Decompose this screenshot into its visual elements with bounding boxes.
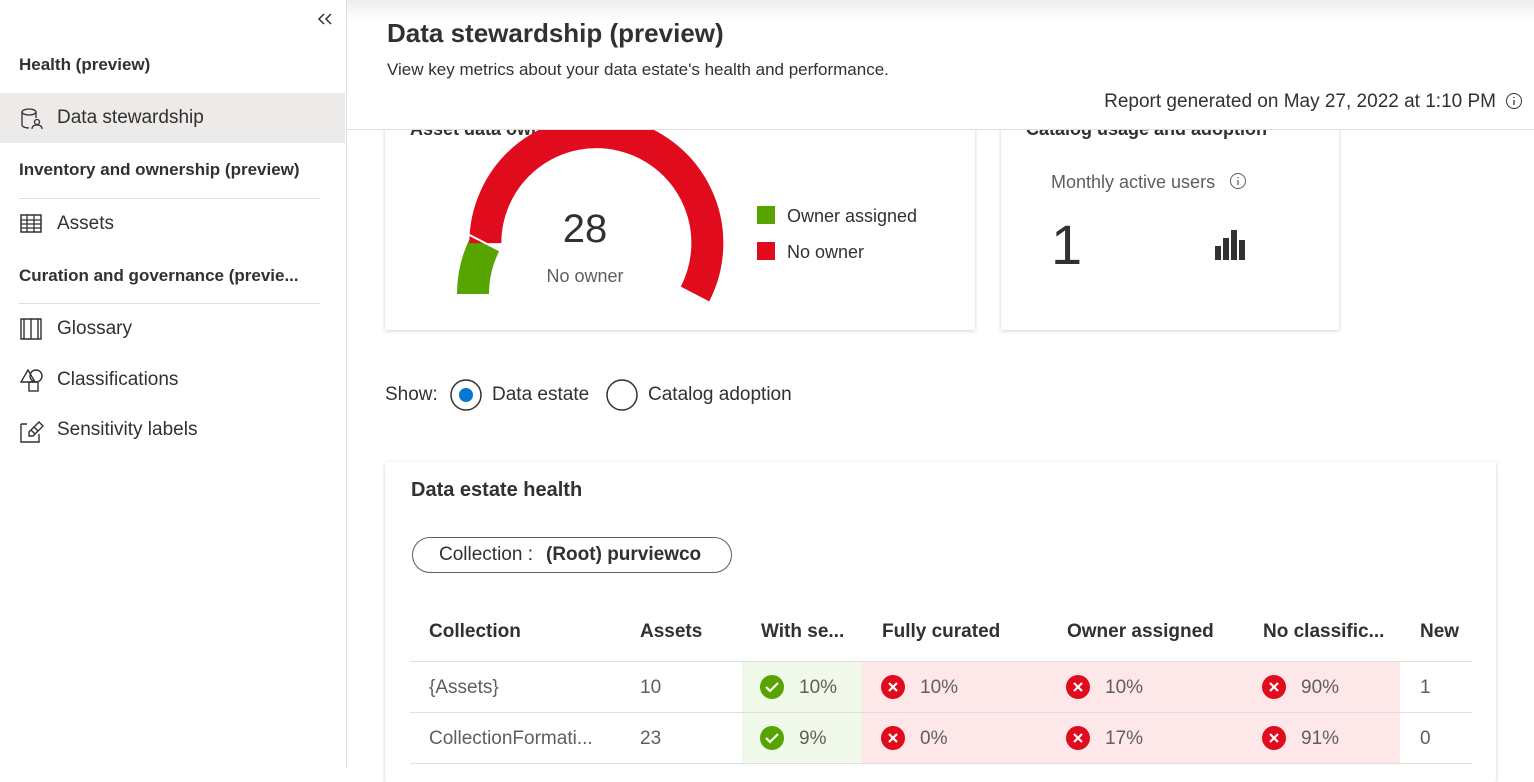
icon-glyph — [765, 682, 779, 693]
info-icon[interactable] — [1505, 92, 1523, 110]
error-icon — [1066, 675, 1090, 699]
error-icon — [1066, 726, 1090, 750]
error-icon — [1262, 675, 1286, 699]
nav-item[interactable]: Classifications — [57, 369, 179, 390]
icon-glyph — [1269, 733, 1279, 743]
chart-icon[interactable] — [1213, 228, 1253, 262]
info-icon[interactable] — [1229, 172, 1247, 190]
radio[interactable] — [606, 379, 640, 413]
filter-key: Collection : — [439, 544, 533, 565]
header: Data stewardship (preview) View key metr… — [347, 0, 1534, 130]
nav-item[interactable]: Sensitivity labels — [57, 419, 198, 440]
page-title: Data stewardship (preview) — [387, 18, 724, 48]
usage-card: Catalog usage and adoption Monthly activ… — [1001, 100, 1339, 330]
cell: 0 — [1420, 728, 1431, 749]
column-header: Owner assigned — [1067, 621, 1214, 642]
legend-swatch — [757, 206, 775, 224]
column-header: Fully curated — [882, 621, 1001, 642]
cell: 17% — [1105, 728, 1144, 749]
column-header: New — [1420, 621, 1460, 642]
item-icon — [21, 108, 43, 130]
gauge-value: 28 — [563, 207, 608, 251]
row-divider — [410, 763, 1472, 764]
filter-value: (Root) purviewco — [546, 544, 702, 565]
icon-glyph — [1073, 733, 1083, 743]
ownership-card: Asset data ownership 28 No owner Owner a… — [385, 100, 975, 330]
error-icon — [881, 726, 905, 750]
nav-item[interactable]: Glossary — [57, 318, 132, 339]
cell: 1 — [1420, 677, 1431, 698]
cell: 9% — [799, 728, 827, 749]
error-icon — [1262, 726, 1286, 750]
check-icon — [760, 675, 784, 699]
row-divider — [410, 661, 1472, 662]
check-icon — [760, 726, 784, 750]
radio-label[interactable]: Data estate — [492, 384, 590, 405]
metric-value: 1 — [1051, 213, 1083, 276]
error-icon — [881, 675, 905, 699]
sidebar: Health (preview) Data stewardship Invent… — [0, 0, 347, 768]
radio-selected[interactable] — [450, 379, 484, 413]
cell: 90% — [1301, 677, 1340, 698]
cell: 10% — [799, 677, 838, 698]
selected-bg — [0, 93, 345, 143]
legend-label: Owner assigned — [787, 206, 917, 226]
column-header: With se... — [761, 621, 845, 642]
item-icon — [20, 421, 44, 443]
radio-label[interactable]: Catalog adoption — [648, 384, 792, 405]
collapse-icon[interactable] — [315, 10, 335, 28]
segment-gap — [469, 234, 502, 253]
separator — [19, 198, 320, 199]
legend-label: No owner — [787, 242, 864, 262]
item-icon — [20, 214, 42, 233]
cell: 0% — [920, 728, 948, 749]
separator — [19, 303, 320, 304]
icon-glyph — [888, 682, 898, 692]
icon-circle — [760, 726, 784, 750]
gauge-segment — [457, 235, 500, 295]
icon-circle — [760, 675, 784, 699]
nav-item[interactable]: Data stewardship — [57, 107, 204, 128]
item-icon — [19, 368, 43, 392]
section-title: Curation and governance (previe... — [19, 266, 299, 285]
section-title: Health (preview) — [19, 55, 151, 74]
filter-pill[interactable] — [412, 537, 732, 573]
card-title: Data estate health — [411, 479, 583, 501]
cell: {Assets} — [429, 677, 499, 698]
metric-label: Monthly active users — [1051, 172, 1216, 192]
icon-glyph — [888, 733, 898, 743]
page-subtitle: View key metrics about your data estate'… — [387, 60, 889, 79]
cell: CollectionFormati... — [429, 728, 593, 749]
icon-glyph — [765, 733, 779, 744]
cell: 10 — [640, 677, 662, 698]
cell: 10% — [920, 677, 959, 698]
column-header: Collection — [429, 621, 521, 642]
legend-swatch — [757, 242, 775, 260]
icon-glyph — [1073, 682, 1083, 692]
cell: 91% — [1301, 728, 1340, 749]
item-icon — [20, 318, 42, 340]
icon-glyph — [1269, 682, 1279, 692]
nav-item[interactable]: Assets — [57, 213, 115, 234]
cell-bg-fail — [862, 713, 1400, 763]
section-title: Inventory and ownership (preview) — [19, 160, 300, 179]
row-divider — [410, 712, 1472, 713]
cell: 23 — [640, 728, 662, 749]
show-label: Show: — [385, 384, 438, 405]
column-header: No classific... — [1263, 621, 1385, 642]
column-header: Assets — [640, 621, 703, 642]
gauge: 28 No owner Owner assigned No owner — [457, 116, 917, 302]
cell: 10% — [1105, 677, 1144, 698]
gauge-segment — [469, 116, 724, 302]
report-time: Report generated on May 27, 2022 at 1:10… — [1104, 91, 1496, 112]
gauge-label: No owner — [546, 266, 623, 286]
cell-bg-fail — [862, 662, 1400, 712]
